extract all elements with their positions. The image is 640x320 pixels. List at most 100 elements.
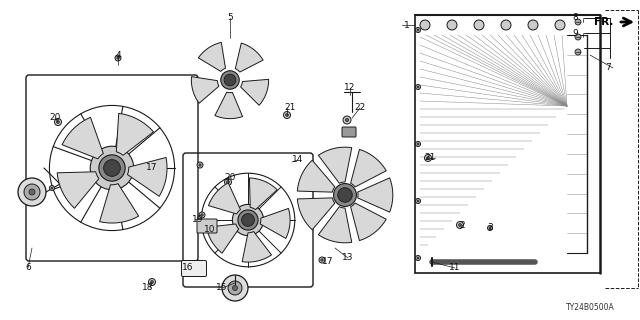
Circle shape <box>474 20 484 30</box>
Circle shape <box>225 179 232 186</box>
Circle shape <box>56 121 60 124</box>
Polygon shape <box>242 231 271 262</box>
Polygon shape <box>236 43 263 72</box>
Circle shape <box>528 20 538 30</box>
Circle shape <box>51 187 53 189</box>
Circle shape <box>319 257 325 263</box>
Circle shape <box>104 160 120 176</box>
Text: 18: 18 <box>142 284 154 292</box>
Polygon shape <box>209 183 241 214</box>
Text: 15: 15 <box>216 284 228 292</box>
Text: 20: 20 <box>49 114 61 123</box>
Polygon shape <box>351 149 387 187</box>
Circle shape <box>427 156 429 159</box>
Circle shape <box>227 180 229 183</box>
Circle shape <box>415 28 420 33</box>
Text: 4: 4 <box>115 51 121 60</box>
Polygon shape <box>298 198 335 230</box>
Text: 16: 16 <box>182 263 194 273</box>
Circle shape <box>343 116 351 124</box>
Polygon shape <box>62 117 104 159</box>
Text: 8: 8 <box>572 13 578 22</box>
Circle shape <box>221 71 239 89</box>
Polygon shape <box>351 203 387 241</box>
Circle shape <box>459 224 461 227</box>
Text: 5: 5 <box>227 13 233 22</box>
Circle shape <box>199 212 205 218</box>
Circle shape <box>575 49 581 55</box>
Circle shape <box>575 19 581 25</box>
Circle shape <box>154 171 156 173</box>
Circle shape <box>150 281 154 284</box>
Circle shape <box>424 155 431 162</box>
Circle shape <box>29 189 35 195</box>
Circle shape <box>415 141 420 147</box>
Text: 13: 13 <box>342 253 354 262</box>
Circle shape <box>49 186 54 190</box>
Polygon shape <box>241 79 269 105</box>
Circle shape <box>18 178 46 206</box>
Circle shape <box>447 20 457 30</box>
Circle shape <box>321 259 323 261</box>
Polygon shape <box>191 76 219 103</box>
Polygon shape <box>318 147 352 183</box>
Circle shape <box>501 20 511 30</box>
Text: 11: 11 <box>449 263 461 273</box>
Text: 3: 3 <box>487 223 493 233</box>
Circle shape <box>54 118 61 125</box>
Circle shape <box>228 281 242 295</box>
Circle shape <box>555 20 565 30</box>
Circle shape <box>241 213 255 227</box>
Circle shape <box>285 114 289 116</box>
FancyBboxPatch shape <box>197 219 217 233</box>
Circle shape <box>284 111 291 118</box>
Circle shape <box>201 214 204 216</box>
Polygon shape <box>298 160 335 192</box>
Circle shape <box>417 86 419 88</box>
Text: FR.: FR. <box>594 17 613 27</box>
Circle shape <box>199 164 201 166</box>
Text: 17: 17 <box>323 258 333 267</box>
Polygon shape <box>318 207 352 243</box>
Circle shape <box>417 257 419 259</box>
Circle shape <box>232 204 264 236</box>
Circle shape <box>152 169 158 175</box>
Circle shape <box>222 275 248 301</box>
Text: 14: 14 <box>292 156 304 164</box>
Circle shape <box>415 255 420 260</box>
Circle shape <box>575 34 581 40</box>
Text: 2: 2 <box>459 220 465 229</box>
Circle shape <box>417 143 419 145</box>
Circle shape <box>346 118 349 122</box>
Circle shape <box>415 84 420 90</box>
Circle shape <box>417 29 419 31</box>
Text: 21: 21 <box>284 103 296 113</box>
Text: 17: 17 <box>147 164 157 172</box>
Text: 10: 10 <box>204 226 216 235</box>
Circle shape <box>417 200 419 202</box>
Polygon shape <box>215 92 243 119</box>
Polygon shape <box>57 172 99 208</box>
Polygon shape <box>250 178 277 210</box>
Circle shape <box>224 74 236 86</box>
Text: 6: 6 <box>25 263 31 273</box>
Circle shape <box>238 210 258 230</box>
Circle shape <box>456 221 463 228</box>
Polygon shape <box>116 113 154 155</box>
Circle shape <box>338 188 352 202</box>
Polygon shape <box>127 157 167 196</box>
Polygon shape <box>207 224 239 253</box>
Circle shape <box>116 57 119 59</box>
Circle shape <box>415 198 420 204</box>
Polygon shape <box>198 42 225 71</box>
Text: TY24B0500A: TY24B0500A <box>566 303 614 313</box>
FancyBboxPatch shape <box>342 127 356 137</box>
Text: 7: 7 <box>605 63 611 73</box>
Circle shape <box>488 226 493 230</box>
Text: 22: 22 <box>355 103 365 113</box>
Circle shape <box>420 20 430 30</box>
Text: 21: 21 <box>424 154 436 163</box>
Text: 20: 20 <box>224 173 236 182</box>
FancyBboxPatch shape <box>182 260 207 276</box>
Text: 19: 19 <box>192 215 204 225</box>
